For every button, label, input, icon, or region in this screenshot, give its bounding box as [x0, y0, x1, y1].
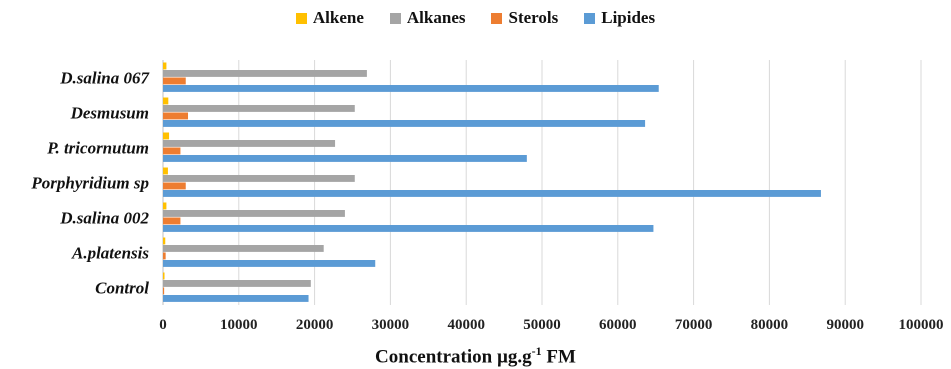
- x-tick-label: 80000: [751, 317, 789, 333]
- legend-item-alkanes: Alkanes: [389, 8, 466, 28]
- bar-alkanes-porphyridium-sp: [163, 175, 355, 182]
- x-tick-label: 30000: [372, 317, 410, 333]
- bar-lipides-control: [163, 295, 309, 302]
- x-axis-title: Concentration µg.g-1 FM: [0, 344, 951, 368]
- legend-swatch: [491, 12, 503, 24]
- bar-alkene-d-salina-067: [163, 62, 167, 70]
- bar-sterols-a-platensis: [163, 252, 166, 260]
- bar-lipides-a-platensis: [163, 260, 376, 267]
- bar-lipides-d-salina-002: [163, 225, 654, 232]
- y-category-label: Control: [95, 279, 149, 298]
- bar-alkene-desmusum: [163, 97, 169, 105]
- x-tick-label: 60000: [599, 317, 637, 333]
- x-tick-label: 40000: [447, 317, 485, 333]
- bar-alkene-porphyridium-sp: [163, 167, 168, 175]
- x-tick-label: 50000: [523, 317, 561, 333]
- x-axis-title-text: Concentration µg.g: [375, 346, 532, 368]
- x-tick-label: 20000: [296, 317, 334, 333]
- bar-sterols-desmusum: [163, 112, 189, 120]
- y-category-label: A.platensis: [71, 244, 149, 263]
- bar-alkene-a-platensis: [163, 237, 166, 245]
- bar-alkanes-a-platensis: [163, 245, 324, 252]
- x-tick-label: 90000: [826, 317, 864, 333]
- legend-label: Alkene: [312, 8, 364, 27]
- x-tick-label: 10000: [220, 317, 258, 333]
- legend-swatch: [295, 12, 307, 24]
- bar-sterols-control: [163, 287, 165, 295]
- bar-alkanes-p-tricornutum: [163, 140, 336, 147]
- legend-swatch: [584, 12, 596, 24]
- legend-label: Sterols: [508, 8, 559, 27]
- y-category-label: D.salina 002: [59, 209, 149, 228]
- bar-sterols-d-salina-002: [163, 217, 181, 225]
- bar-sterols-porphyridium-sp: [163, 182, 186, 190]
- y-category-label: D.salina 067: [59, 69, 150, 88]
- y-category-label: Desmusum: [70, 104, 149, 123]
- legend-item-lipides: Lipides: [584, 8, 655, 28]
- x-axis-title-exponent: -1: [531, 344, 542, 358]
- x-tick-label: 100000: [899, 317, 944, 333]
- legend-label: Lipides: [601, 8, 656, 27]
- bar-alkene-d-salina-002: [163, 202, 167, 210]
- legend-item-sterols: Sterols: [491, 8, 558, 28]
- bar-alkene-control: [163, 272, 165, 280]
- bar-sterols-p-tricornutum: [163, 147, 181, 155]
- bar-lipides-desmusum: [163, 120, 646, 127]
- legend-swatch: [389, 12, 401, 24]
- bar-sterols-d-salina-067: [163, 77, 186, 85]
- bar-lipides-d-salina-067: [163, 85, 659, 92]
- bar-alkanes-control: [163, 280, 311, 287]
- bar-alkanes-d-salina-002: [163, 210, 345, 217]
- x-axis-title-unit: FM: [541, 346, 576, 368]
- bar-lipides-porphyridium-sp: [163, 190, 821, 197]
- legend: Alkene Alkanes Sterols Lipides: [0, 8, 951, 28]
- bar-alkanes-desmusum: [163, 105, 355, 112]
- x-tick-label: 70000: [675, 317, 713, 333]
- bar-alkene-p-tricornutum: [163, 132, 170, 140]
- legend-label: Alkanes: [406, 8, 466, 27]
- legend-item-alkene: Alkene: [295, 8, 364, 28]
- bar-lipides-p-tricornutum: [163, 155, 527, 162]
- x-tick-label: 0: [159, 317, 167, 333]
- bar-alkanes-d-salina-067: [163, 70, 367, 77]
- y-category-label: Porphyridium sp: [30, 174, 149, 193]
- y-category-label: P. tricornutum: [46, 139, 149, 158]
